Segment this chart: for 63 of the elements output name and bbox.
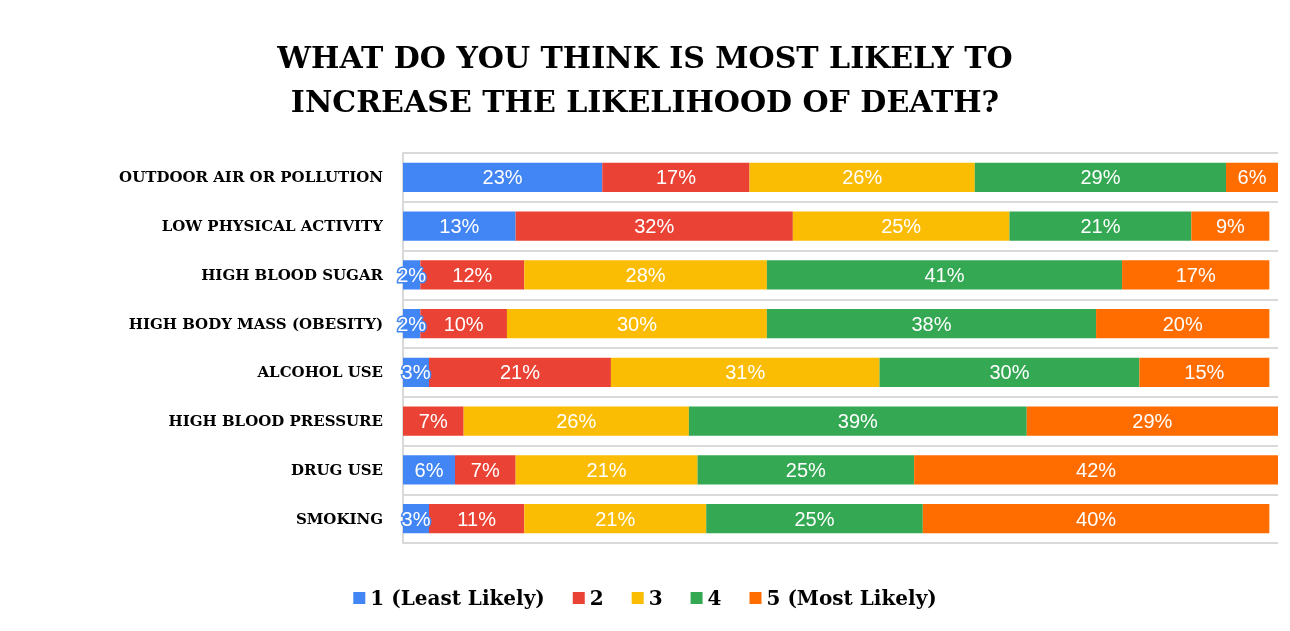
- bar: [879, 357, 1140, 387]
- y-tick-label: HIGH BLOOD PRESSURE: [168, 412, 383, 431]
- y-tick-label: SMOKING: [295, 509, 383, 528]
- data-label: 30%: [989, 361, 1030, 384]
- data-label: 21%: [586, 458, 627, 481]
- bar: [974, 162, 1227, 192]
- data-label: 17%: [1175, 263, 1216, 286]
- bar: [610, 357, 880, 387]
- y-tick-label: LOW PHYSICAL ACTIVITY: [161, 217, 384, 236]
- data-label: 26%: [556, 410, 597, 433]
- data-label: 9%: [1215, 215, 1246, 238]
- y-tick-label: DRUG USE: [291, 460, 383, 479]
- data-label: 39%: [837, 410, 879, 433]
- bar: [1026, 406, 1278, 436]
- legend-label: 3: [648, 586, 663, 610]
- data-label: 25%: [881, 215, 922, 238]
- data-label: 13%: [439, 215, 480, 238]
- data-label: 42%: [1076, 458, 1117, 481]
- bar: [697, 455, 915, 485]
- bar: [688, 406, 1027, 436]
- bar: [766, 309, 1097, 339]
- data-label: 21%: [595, 507, 636, 530]
- data-label: 32%: [634, 215, 675, 238]
- data-label: 23%: [482, 166, 523, 189]
- bar: [506, 309, 767, 339]
- data-label: 41%: [924, 263, 965, 286]
- legend-label: 1 (Least Likely): [370, 586, 545, 610]
- data-label: 40%: [1076, 507, 1117, 530]
- data-label: 31%: [725, 361, 766, 384]
- y-tick-label: HIGH BODY MASS (OBESITY): [128, 314, 383, 333]
- data-label: 15%: [1184, 361, 1225, 384]
- data-label: 21%: [1080, 215, 1121, 238]
- legend-label: 4: [707, 586, 722, 610]
- data-label: 26%: [842, 166, 883, 189]
- data-label: 29%: [1080, 166, 1121, 189]
- data-label: 28%: [625, 263, 666, 286]
- bar: [515, 211, 793, 241]
- bar: [515, 455, 698, 485]
- bar: [922, 504, 1270, 534]
- data-label: 29%: [1132, 410, 1173, 433]
- data-label: 25%: [785, 458, 827, 481]
- data-label: 10%: [443, 312, 484, 335]
- data-label: 25%: [794, 507, 835, 530]
- data-label: 7%: [418, 410, 448, 433]
- data-label: 17%: [655, 166, 697, 189]
- data-label: 30%: [616, 312, 658, 335]
- data-label: 7%: [470, 458, 500, 481]
- data-label: 21%: [499, 361, 541, 384]
- y-tick-label: HIGH BLOOD SUGAR: [201, 265, 384, 284]
- chart-title: WHAT DO YOU THINK IS MOST LIKELY TO INCREASE THE LIKELIHOOD OF DEATH?: [276, 39, 1013, 119]
- legend-label: 2: [589, 586, 604, 610]
- y-tick-label: OUTDOOR AIR OR POLLUTION: [119, 168, 384, 187]
- data-label: 6%: [1237, 166, 1267, 189]
- legend-label: 5 (Most Likely): [766, 586, 937, 610]
- bar: [914, 455, 1278, 485]
- data-label: 38%: [911, 312, 952, 335]
- bar: [524, 260, 767, 290]
- y-tick-label: ALCOHOL USE: [256, 363, 383, 382]
- data-label: 11%: [457, 507, 497, 530]
- data-label: 6%: [414, 458, 444, 481]
- data-label: 12%: [452, 263, 493, 286]
- data-label: 20%: [1162, 312, 1203, 335]
- bar: [766, 260, 1123, 290]
